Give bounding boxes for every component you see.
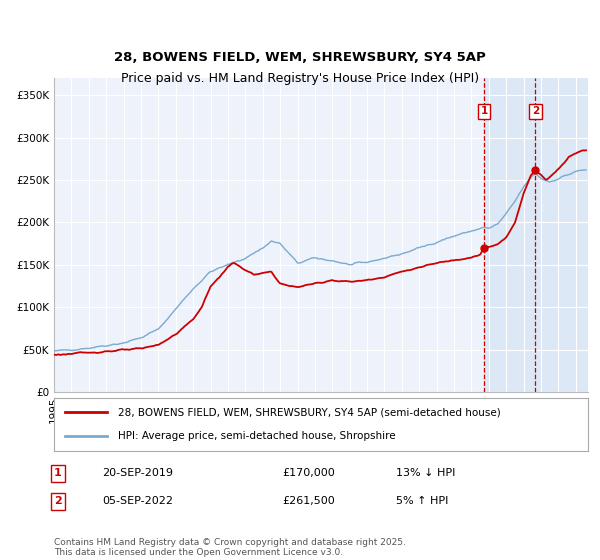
Bar <box>484 78 588 392</box>
Text: 1: 1 <box>481 106 488 116</box>
Text: 1: 1 <box>54 468 62 478</box>
Text: 20-SEP-2019: 20-SEP-2019 <box>102 468 173 478</box>
Text: Price paid vs. HM Land Registry's House Price Index (HPI): Price paid vs. HM Land Registry's House … <box>121 72 479 85</box>
Text: Contains HM Land Registry data © Crown copyright and database right 2025.
This d: Contains HM Land Registry data © Crown c… <box>54 538 406 557</box>
Text: 28, BOWENS FIELD, WEM, SHREWSBURY, SY4 5AP: 28, BOWENS FIELD, WEM, SHREWSBURY, SY4 5… <box>114 52 486 64</box>
Text: £261,500: £261,500 <box>282 496 335 506</box>
Text: 2: 2 <box>54 496 62 506</box>
Text: 2: 2 <box>532 106 539 116</box>
Text: 05-SEP-2022: 05-SEP-2022 <box>102 496 173 506</box>
Text: £170,000: £170,000 <box>282 468 335 478</box>
Text: 5% ↑ HPI: 5% ↑ HPI <box>396 496 448 506</box>
Text: HPI: Average price, semi-detached house, Shropshire: HPI: Average price, semi-detached house,… <box>118 431 396 441</box>
Text: 28, BOWENS FIELD, WEM, SHREWSBURY, SY4 5AP (semi-detached house): 28, BOWENS FIELD, WEM, SHREWSBURY, SY4 5… <box>118 408 501 418</box>
Text: 13% ↓ HPI: 13% ↓ HPI <box>396 468 455 478</box>
